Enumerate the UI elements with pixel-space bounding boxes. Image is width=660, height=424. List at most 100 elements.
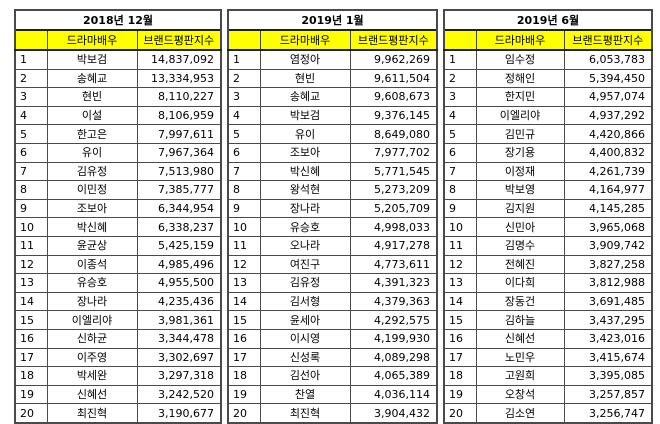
brand-score-cell: 3,415,674 [563, 347, 654, 368]
rank-cell: 14 [227, 291, 261, 312]
rank-cell: 6 [443, 142, 477, 163]
actor-name-cell: 윤균상 [46, 235, 138, 256]
actor-name-cell: 이엘리야 [475, 105, 565, 126]
brand-score-cell: 7,385,777 [136, 180, 222, 200]
table-row: 18 박세완 3,297,318 [14, 366, 222, 386]
table-title: 2018년 12월 [14, 9, 222, 31]
brand-score-cell: 8,106,959 [136, 105, 222, 126]
rank-cell: 15 [14, 310, 48, 330]
rank-cell: 18 [14, 366, 48, 386]
brand-score-cell: 4,065,389 [349, 366, 439, 386]
table-title: 2019년 1월 [226, 9, 439, 31]
table-row: 1 임수정 6,053,783 [443, 49, 654, 70]
actor-name-cell: 유이 [46, 142, 138, 163]
table-row: 5 유이 8,649,080 [227, 124, 439, 144]
table-row: 15 윤세아 4,292,575 [227, 310, 439, 330]
table-row: 10 박신혜 6,338,237 [14, 217, 222, 237]
actor-name-cell: 이다희 [475, 273, 565, 293]
brand-score-cell: 5,425,159 [136, 235, 222, 256]
table-row: 17 이주영 3,302,697 [14, 347, 222, 368]
table-row: 12 전혜진 3,827,258 [443, 254, 654, 275]
ranking-table-2018-12: 2018년 12월 드라마배우 브랜드평판지수 1 박보검 14,837,092 2 송혜교 1… [14, 9, 222, 424]
brand-score-cell: 6,338,237 [136, 217, 222, 237]
actor-name-cell: 현빈 [259, 68, 351, 89]
table-row: 13 이다희 3,812,988 [443, 273, 654, 293]
rank-cell: 11 [14, 235, 48, 256]
actor-name-cell: 유승호 [46, 273, 138, 293]
actor-name-cell: 이설 [46, 105, 138, 126]
actor-name-cell: 노민우 [475, 347, 565, 368]
table-row: 7 박신혜 5,771,545 [227, 161, 439, 182]
actor-name-cell: 김유정 [46, 161, 138, 182]
brand-score-cell: 4,036,114 [349, 384, 439, 405]
brand-score-cell: 6,344,954 [136, 198, 222, 219]
rank-cell: 11 [227, 235, 261, 256]
rank-cell: 14 [443, 291, 477, 312]
table-row: 8 왕석현 5,273,209 [227, 180, 439, 200]
rank-cell: 20 [443, 403, 477, 424]
table-row: 4 이엘리야 4,937,292 [443, 105, 654, 126]
actor-name-cell: 이종석 [46, 254, 138, 275]
actor-name-cell: 김지원 [475, 198, 565, 219]
rank-cell: 3 [227, 87, 261, 107]
actor-name-cell: 현빈 [46, 87, 138, 107]
brand-score-cell: 13,334,953 [136, 68, 222, 89]
rank-cell: 6 [14, 142, 48, 163]
rank-cell: 1 [14, 49, 48, 70]
rank-cell: 8 [14, 180, 48, 200]
rank-cell: 16 [443, 328, 477, 349]
brand-score-cell: 9,611,504 [349, 68, 439, 89]
actor-name-cell: 왕석현 [259, 180, 351, 200]
rank-cell: 3 [14, 87, 48, 107]
brand-score-cell: 4,379,363 [349, 291, 439, 312]
rank-cell: 7 [227, 161, 261, 182]
table-row: 20 최진혁 3,190,677 [14, 403, 222, 424]
actor-name-cell: 김하늘 [475, 310, 565, 330]
rank-cell: 12 [14, 254, 48, 275]
actor-name-cell: 신혜선 [475, 328, 565, 349]
brand-score-cell: 3,437,295 [563, 310, 654, 330]
rank-cell: 18 [227, 366, 261, 386]
brand-score-cell: 4,937,292 [563, 105, 654, 126]
rank-cell: 5 [14, 124, 48, 144]
rank-cell: 16 [227, 328, 261, 349]
actor-name-cell: 신하균 [46, 328, 138, 349]
actor-name-cell: 한고은 [46, 124, 138, 144]
brand-score-cell: 9,608,673 [349, 87, 439, 107]
table-header-row: 드라마배우 브랜드평판지수 [14, 29, 222, 51]
rank-cell: 1 [227, 49, 261, 70]
actor-name-cell: 장기용 [475, 142, 565, 163]
rank-cell: 17 [227, 347, 261, 368]
rank-cell: 9 [14, 198, 48, 219]
brand-score-cell: 3,190,677 [136, 403, 222, 424]
brand-score-cell: 7,513,980 [136, 161, 222, 182]
actor-name-cell: 조보아 [46, 198, 138, 219]
table-header-row: 드라마배우 브랜드평판지수 [443, 29, 654, 51]
table-row: 13 유승호 4,955,500 [14, 273, 222, 293]
table-row: 6 장기용 4,400,832 [443, 142, 654, 163]
brand-score-cell: 5,771,545 [349, 161, 439, 182]
actor-name-cell: 오창석 [475, 384, 565, 405]
brand-score-cell: 4,261,739 [563, 161, 654, 182]
header-brand-index: 브랜드평판지수 [563, 29, 654, 51]
table-row: 3 한지민 4,957,074 [443, 87, 654, 107]
table-row: 10 유승호 4,998,033 [227, 217, 439, 237]
brand-score-cell: 3,256,747 [563, 403, 654, 424]
table-row: 12 이종석 4,985,496 [14, 254, 222, 275]
table-row: 2 정해인 5,394,450 [443, 68, 654, 89]
table-row: 9 김지원 4,145,285 [443, 198, 654, 219]
table-row: 8 이민정 7,385,777 [14, 180, 222, 200]
ranking-table-2019-01: 2019년 1월 드라마배우 브랜드평판지수 1 염정아 9,962,269 2 현빈 9,61… [226, 9, 439, 424]
table-row: 3 현빈 8,110,227 [14, 87, 222, 107]
table-row: 10 신민아 3,965,068 [443, 217, 654, 237]
actor-name-cell: 김소연 [475, 403, 565, 424]
brand-score-cell: 7,977,702 [349, 142, 439, 163]
actor-name-cell: 염정아 [259, 49, 351, 70]
actor-name-cell: 정해인 [475, 68, 565, 89]
brand-score-cell: 4,400,832 [563, 142, 654, 163]
table-row: 20 김소연 3,256,747 [443, 403, 654, 424]
rank-cell: 15 [227, 310, 261, 330]
rank-cell: 2 [443, 68, 477, 89]
actor-name-cell: 신성록 [259, 347, 351, 368]
actor-name-cell: 박보검 [259, 105, 351, 126]
